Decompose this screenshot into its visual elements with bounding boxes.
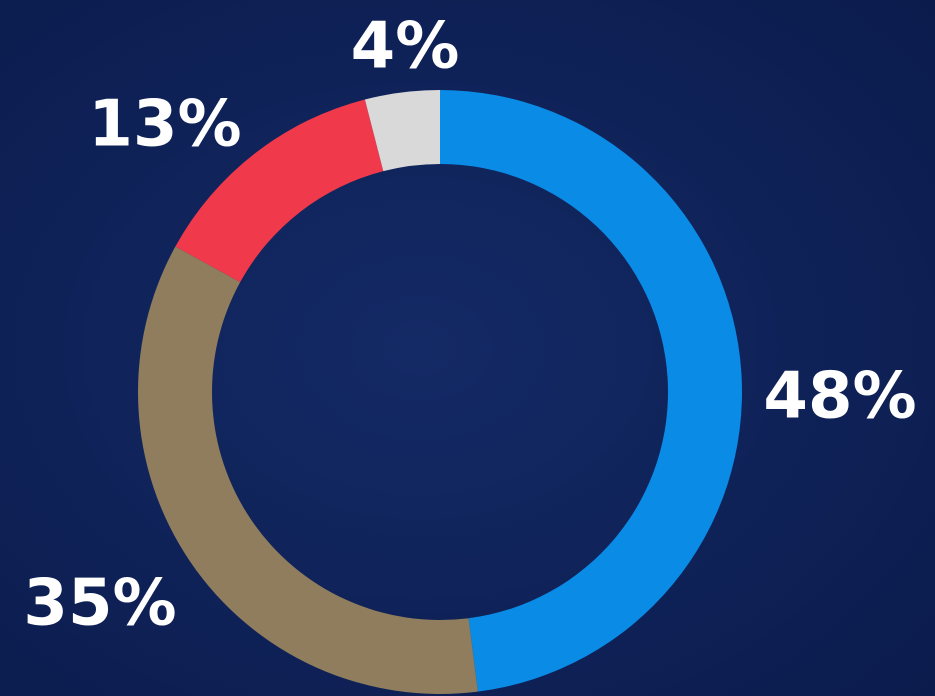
data-label: 4% [351, 10, 460, 84]
data-label: 48% [763, 360, 916, 434]
chart: 48% 35% 13% 4% [0, 0, 935, 696]
data-label: 13% [88, 88, 241, 162]
data-label: 35% [23, 567, 176, 641]
